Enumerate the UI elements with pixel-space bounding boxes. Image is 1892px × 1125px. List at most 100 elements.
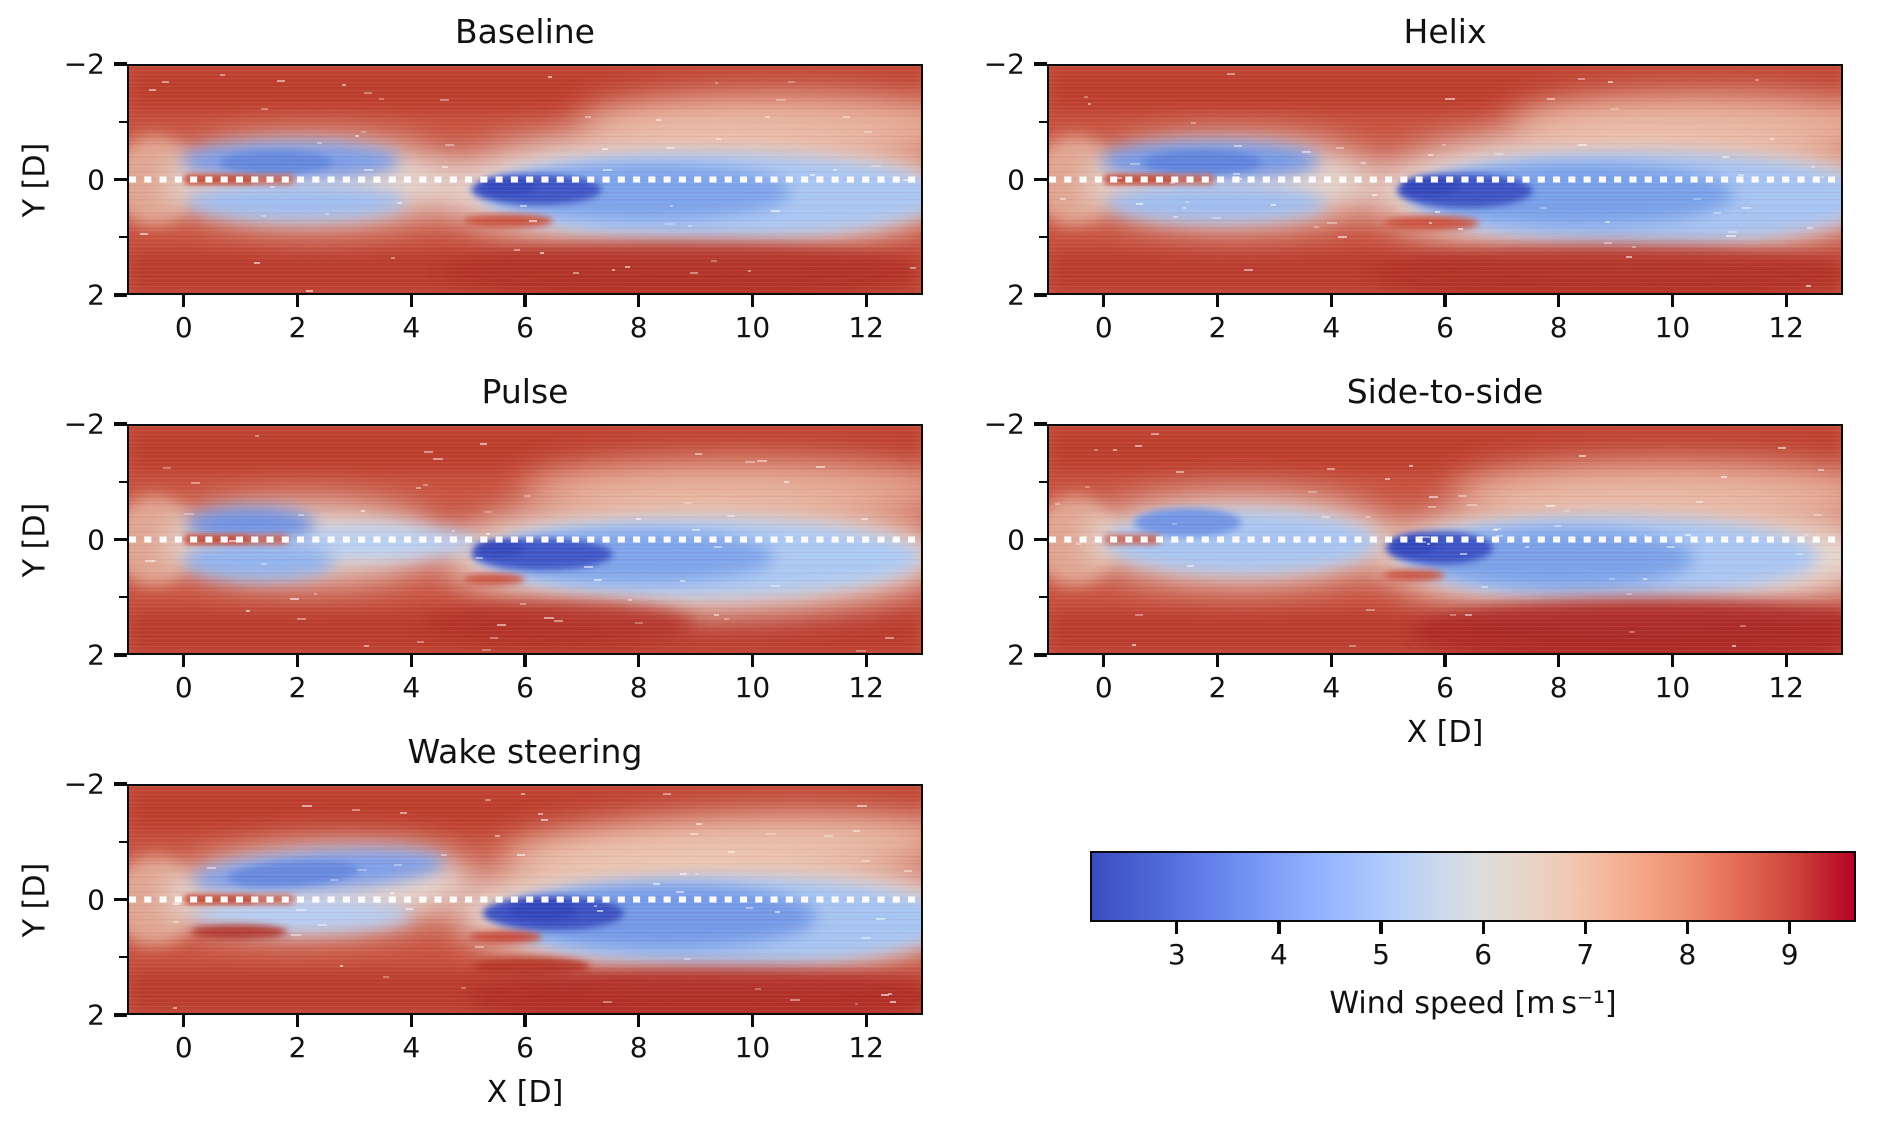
flow-speck — [783, 480, 790, 483]
flow-speck — [1085, 486, 1090, 489]
flow-speck — [152, 559, 156, 562]
flow-speck — [1442, 143, 1447, 146]
x-tick-label: 4 — [402, 671, 421, 704]
flow-speck — [1608, 80, 1614, 83]
flow-speck — [341, 83, 347, 86]
flow-speck — [716, 137, 721, 140]
flow-speck — [1459, 552, 1468, 555]
flow-speck — [276, 80, 285, 83]
flow-speck — [254, 434, 259, 437]
flow-speck — [1577, 78, 1585, 81]
flow-speck — [1320, 515, 1331, 518]
y-minor-tick-mark — [1039, 236, 1047, 239]
flow-speck — [1796, 553, 1804, 556]
y-tick-label: 2 — [87, 278, 105, 312]
y-tick-mark — [1034, 62, 1047, 66]
x-tick-label: 4 — [1322, 671, 1341, 704]
flow-speck — [880, 993, 889, 996]
flow-speck — [544, 616, 554, 619]
flow-speck — [757, 459, 768, 462]
y-minor-tick-mark — [1039, 596, 1047, 599]
flow-speck — [1450, 614, 1457, 617]
flow-speck — [172, 902, 180, 905]
x-tick-label: 6 — [1436, 311, 1454, 344]
flow-speck — [787, 81, 795, 84]
y-axis-label: Y [D] — [17, 142, 53, 217]
flow-speck — [1695, 501, 1703, 504]
flow-speck — [628, 599, 633, 602]
x-tick-mark — [1784, 295, 1788, 307]
x-tick-mark — [1102, 655, 1106, 667]
flow-speck — [517, 853, 526, 856]
flow-speck — [1496, 534, 1503, 537]
flow-speck — [480, 443, 488, 446]
flow-speck — [191, 481, 200, 484]
x-tick-label: 4 — [402, 1031, 421, 1064]
colorbar-tick-mark — [1379, 922, 1383, 934]
flow-speck — [1150, 433, 1160, 436]
x-tick-mark — [523, 295, 527, 307]
y-tick-label: −2 — [63, 407, 105, 441]
flow-speck — [1429, 496, 1439, 499]
x-tick-mark — [1329, 295, 1333, 307]
flow-speck — [687, 224, 693, 227]
flow-speck — [423, 484, 428, 487]
flow-speck — [1546, 97, 1555, 100]
flow-speck — [1545, 504, 1555, 507]
flow-speck — [1428, 505, 1437, 508]
flow-speck — [902, 178, 912, 181]
x-tick-mark — [1215, 655, 1220, 667]
flow-speck — [1629, 630, 1636, 633]
flow-speck — [728, 850, 736, 853]
x-tick-label: 10 — [734, 311, 771, 344]
flow-speck — [302, 805, 312, 808]
panel-baseline — [127, 64, 923, 295]
flow-speck — [861, 518, 868, 520]
y-axis-label: Y [D] — [17, 862, 53, 937]
x-tick-mark — [409, 1015, 413, 1027]
flow-speck — [1171, 523, 1177, 526]
x-tick-label: 12 — [848, 671, 884, 704]
flow-speck — [624, 266, 631, 268]
y-tick-label: 0 — [1007, 523, 1025, 556]
flow-speck — [440, 99, 450, 102]
flow-speck — [1270, 204, 1277, 207]
flow-speck — [1604, 221, 1610, 224]
flow-speck — [228, 540, 236, 543]
y-tick-mark — [1034, 422, 1047, 426]
x-tick-label: 10 — [1654, 671, 1691, 704]
panel-side-to-side — [1047, 424, 1843, 655]
flow-speck — [1170, 182, 1175, 185]
x-tick-label: 0 — [174, 311, 193, 344]
flow-speck — [475, 946, 484, 949]
flow-speck — [713, 545, 722, 548]
colorbar-tick-label: 4 — [1270, 938, 1288, 971]
flow-speck — [1419, 540, 1426, 543]
flow-speck — [390, 256, 395, 259]
x-tick-label: 8 — [629, 311, 648, 344]
flow-speck — [1365, 516, 1372, 519]
flow-speck — [775, 98, 786, 101]
flow-speck — [1643, 535, 1648, 538]
flow-speck — [1603, 242, 1613, 245]
flow-speck — [1302, 151, 1312, 154]
flow-speck — [824, 834, 833, 837]
flow-speck — [1667, 546, 1675, 549]
x-tick-label: 0 — [174, 1031, 193, 1064]
flow-speck — [815, 465, 826, 468]
flow-speck — [324, 212, 330, 215]
flow-speck — [1054, 503, 1060, 506]
flow-speck — [601, 147, 608, 150]
flow-speck — [1467, 504, 1478, 507]
colorbar-tick-label: 8 — [1678, 938, 1697, 971]
panel-pulse — [127, 424, 923, 655]
flow-speck — [432, 458, 443, 461]
flow-speck — [1493, 528, 1501, 531]
flow-speck — [1481, 585, 1488, 588]
flow-speck — [416, 640, 425, 643]
flow-speck — [754, 988, 761, 991]
flow-speck — [1115, 177, 1123, 180]
y-minor-tick-mark — [1039, 480, 1047, 483]
flow-speck — [352, 809, 361, 812]
